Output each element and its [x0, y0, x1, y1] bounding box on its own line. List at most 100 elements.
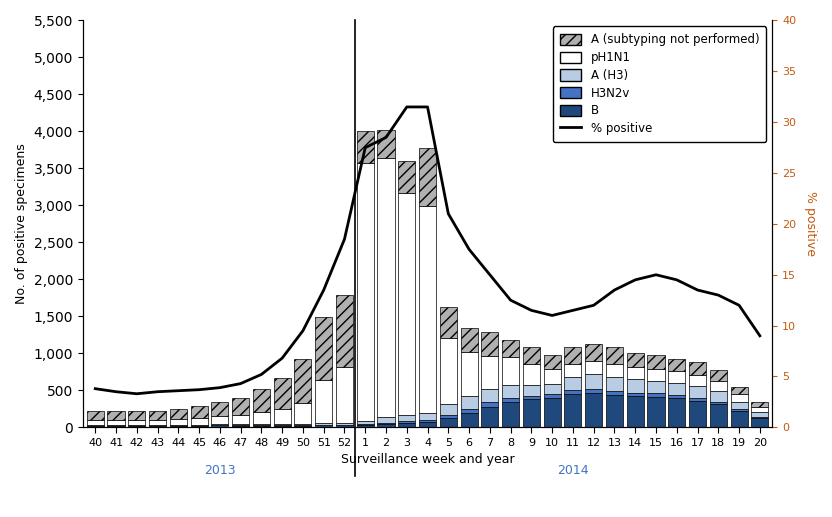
- Bar: [87, 410, 104, 420]
- Bar: [689, 398, 706, 401]
- Bar: [253, 426, 270, 428]
- Bar: [295, 403, 311, 423]
- Bar: [232, 415, 249, 424]
- Bar: [710, 402, 727, 404]
- Bar: [170, 409, 187, 419]
- Bar: [606, 391, 623, 395]
- Bar: [647, 397, 665, 428]
- Bar: [149, 420, 166, 425]
- Bar: [564, 377, 582, 390]
- Bar: [274, 409, 290, 424]
- Bar: [502, 398, 519, 402]
- Bar: [668, 383, 686, 395]
- Bar: [128, 426, 146, 428]
- Bar: [482, 356, 498, 389]
- Bar: [606, 347, 623, 364]
- Bar: [564, 390, 582, 394]
- Bar: [128, 410, 146, 420]
- Bar: [461, 396, 478, 409]
- Bar: [378, 422, 394, 423]
- Bar: [543, 384, 561, 394]
- Bar: [730, 387, 748, 394]
- Bar: [668, 395, 686, 399]
- Bar: [357, 424, 374, 425]
- Bar: [419, 420, 436, 422]
- Bar: [461, 352, 478, 396]
- Bar: [191, 418, 208, 425]
- Bar: [274, 378, 290, 409]
- Bar: [274, 424, 290, 425]
- Bar: [710, 370, 727, 381]
- Bar: [626, 396, 644, 428]
- Bar: [211, 423, 228, 425]
- Bar: [295, 423, 311, 425]
- Bar: [647, 381, 665, 393]
- Bar: [668, 399, 686, 428]
- Bar: [689, 401, 706, 428]
- Bar: [399, 193, 415, 415]
- Bar: [626, 379, 644, 392]
- Bar: [295, 426, 311, 428]
- Bar: [751, 407, 769, 412]
- Bar: [606, 364, 623, 377]
- X-axis label: Surveillance week and year: Surveillance week and year: [341, 453, 514, 466]
- Bar: [357, 162, 374, 421]
- Bar: [543, 369, 561, 384]
- Bar: [191, 406, 208, 418]
- Bar: [522, 399, 540, 428]
- Bar: [419, 422, 436, 428]
- Bar: [502, 402, 519, 428]
- Legend: A (subtyping not performed), pH1N1, A (H3), H3N2v, B, % positive: A (subtyping not performed), pH1N1, A (H…: [553, 26, 766, 142]
- Bar: [378, 417, 394, 422]
- Bar: [336, 422, 353, 425]
- Bar: [461, 328, 478, 352]
- Bar: [626, 368, 644, 379]
- Bar: [232, 399, 249, 415]
- Bar: [253, 389, 270, 412]
- Bar: [689, 375, 706, 386]
- Bar: [149, 426, 166, 428]
- Bar: [419, 413, 436, 420]
- Bar: [730, 409, 748, 411]
- Bar: [710, 381, 727, 391]
- Bar: [149, 410, 166, 420]
- Bar: [522, 385, 540, 396]
- Bar: [107, 420, 125, 425]
- Bar: [689, 362, 706, 375]
- Bar: [522, 396, 540, 399]
- Bar: [336, 425, 353, 428]
- Bar: [315, 425, 332, 428]
- Bar: [211, 402, 228, 416]
- Bar: [502, 385, 519, 398]
- Bar: [253, 412, 270, 424]
- Bar: [357, 421, 374, 424]
- Bar: [522, 364, 540, 385]
- Bar: [315, 379, 332, 422]
- Bar: [730, 402, 748, 409]
- Bar: [606, 395, 623, 428]
- Bar: [107, 410, 125, 420]
- Bar: [626, 392, 644, 396]
- Bar: [543, 398, 561, 428]
- Bar: [710, 404, 727, 428]
- Bar: [419, 206, 436, 413]
- Bar: [399, 415, 415, 421]
- Bar: [211, 425, 228, 428]
- Bar: [295, 358, 311, 403]
- Bar: [211, 416, 228, 423]
- Bar: [689, 386, 706, 398]
- Bar: [482, 402, 498, 406]
- Bar: [253, 424, 270, 425]
- Bar: [482, 389, 498, 402]
- Bar: [482, 406, 498, 428]
- Bar: [440, 418, 457, 428]
- Bar: [751, 412, 769, 417]
- Bar: [543, 394, 561, 398]
- Bar: [668, 371, 686, 383]
- Bar: [626, 353, 644, 368]
- Bar: [170, 419, 187, 425]
- Text: 2013: 2013: [204, 464, 235, 477]
- Bar: [647, 355, 665, 369]
- Bar: [87, 420, 104, 425]
- Bar: [482, 332, 498, 356]
